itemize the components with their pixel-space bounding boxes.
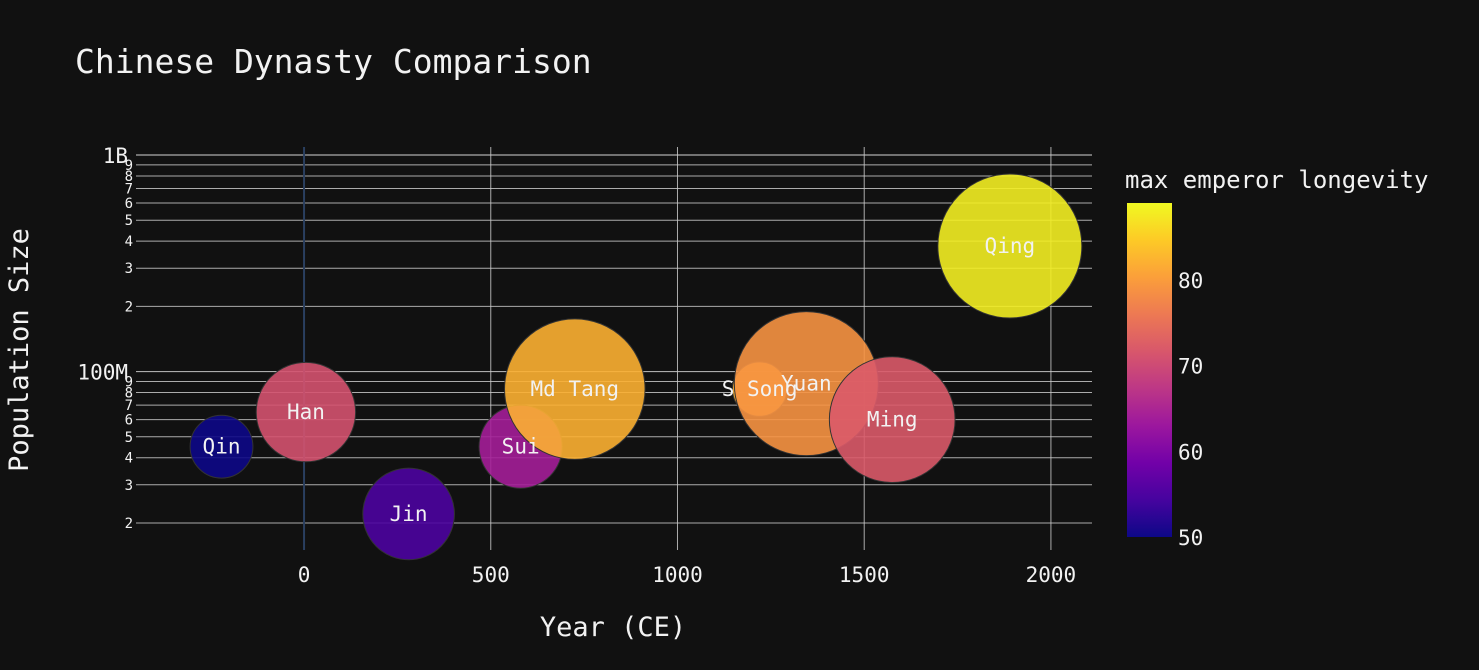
y-minor-tick-label: 6 (125, 196, 133, 212)
bubble-label: Han (287, 400, 325, 424)
colorbar-tick-label: 80 (1178, 269, 1203, 293)
chart-title: Chinese Dynasty Comparison (75, 42, 592, 81)
y-minor-tick-label: 7 (125, 398, 133, 414)
y-minor-tick-label: 3 (125, 478, 133, 494)
y-minor-tick-label: 8 (125, 386, 133, 402)
colorbar-tick-label: 50 (1178, 526, 1203, 550)
y-minor-tick-label: 9 (125, 374, 133, 390)
y-minor-tick-label: 2 (125, 516, 133, 532)
y-minor-tick-label: 5 (125, 213, 133, 229)
bubble-label: Yuan (781, 372, 832, 396)
y-axis-title: Population Size (4, 228, 35, 472)
bubble-qing (937, 173, 1083, 319)
bubble-md-tang (504, 318, 646, 460)
colorbar-tick-label: 70 (1178, 355, 1203, 379)
x-tick-label: 1000 (652, 563, 703, 587)
bubble-label: Qing (985, 234, 1036, 258)
y-minor-tick-label: 2 (125, 299, 133, 315)
y-minor-tick-label: 7 (125, 182, 133, 198)
y-minor-tick-label: 3 (125, 261, 133, 277)
colorbar-tick-label: 60 (1178, 440, 1203, 464)
bubble-label: S Song (722, 377, 798, 401)
x-tick-label: 0 (298, 563, 311, 587)
colorbar-gradient (1127, 203, 1172, 537)
colorbar: max emperor longevity 50 60 70 80 (1125, 166, 1428, 550)
y-minor-tick-label: 4 (125, 234, 133, 250)
bubble-label: Sui (502, 435, 540, 459)
x-tick-label: 500 (472, 563, 510, 587)
x-tick-label: 1500 (839, 563, 890, 587)
y-minor-tick-label: 9 (125, 158, 133, 174)
y-minor-tick-label: 5 (125, 430, 133, 446)
y-tick-label: 1B (103, 144, 128, 168)
x-tick-label: 2000 (1026, 563, 1077, 587)
x-axis-ticks: 0 500 1000 1500 2000 (298, 563, 1076, 587)
colorbar-title: max emperor longevity (1125, 166, 1428, 194)
bubble-jin (362, 467, 455, 561)
colorbar-ticks: 50 60 70 80 (1178, 269, 1203, 550)
bubble-han (255, 361, 357, 463)
x-axis-title: Year (CE) (540, 612, 686, 643)
y-tick-label: 100M (77, 361, 128, 385)
bubble-label: Md Tang (531, 377, 620, 401)
bubble-label: Qin (203, 435, 241, 459)
bubbles (189, 173, 1083, 561)
bubble-qin (189, 414, 254, 479)
y-minor-tick-label: 6 (125, 413, 133, 429)
bubble-label: Jin (390, 502, 428, 526)
y-minor-tick-label: 8 (125, 169, 133, 185)
y-minor-tick-label: 4 (125, 451, 133, 467)
bubble-label: Ming (867, 408, 918, 432)
bubble-ming (828, 356, 956, 483)
